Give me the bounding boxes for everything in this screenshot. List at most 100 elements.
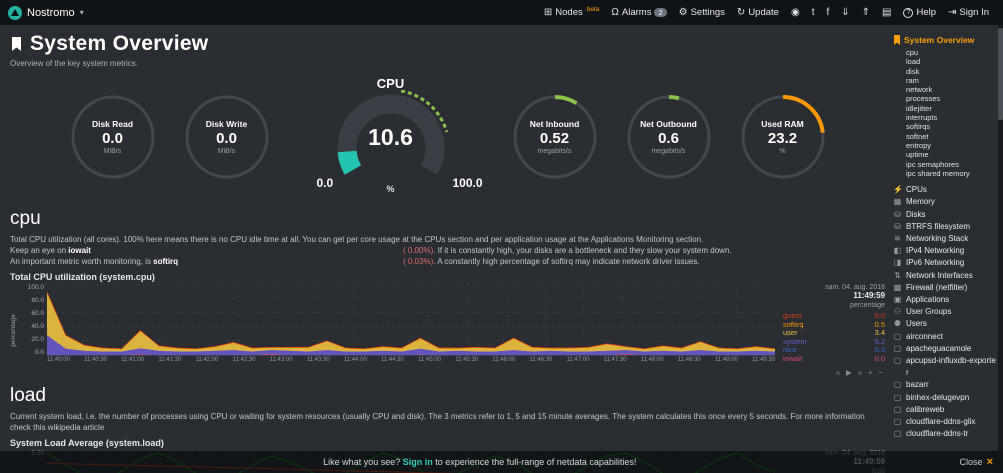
cpu-chart[interactable]: Total CPU utilization (system.cpu) perce… [10, 272, 885, 377]
brand-menu[interactable]: Nostromo ▾ [8, 5, 84, 20]
y-tick: 60.0 [31, 310, 44, 317]
sidebar-item-ipv6-networking[interactable]: ◨ IPv6 Networking [893, 257, 997, 269]
twitter-button[interactable]: t [806, 0, 821, 25]
legend-nice[interactable]: nice 0.3 [783, 345, 885, 355]
facebook-button[interactable]: f [820, 0, 835, 25]
gauge-disk-write[interactable]: Disk Write 0.0 MiB/s [183, 93, 271, 181]
y-tick: 0.0 [34, 349, 44, 356]
sidebar-item-cloudflare-ddns-tr[interactable]: ▢ cloudflare-ddns-tr [893, 428, 997, 440]
import-snapshot-button[interactable]: ⇓ [835, 0, 855, 25]
sidebar-item-users[interactable]: ⚉ Users [893, 318, 997, 330]
sidebar-subitem-uptime[interactable]: uptime [906, 150, 929, 160]
page-title: System Overview [30, 32, 209, 55]
sidebar-item-user-groups[interactable]: ⚇ User Groups [893, 306, 997, 318]
export-snapshot-button[interactable]: ⇑ [856, 0, 876, 25]
x-tick: 11:43:00 [269, 357, 293, 363]
sidebar-item-disks[interactable]: ⛁ Disks [893, 209, 997, 221]
y-axis-label: percentage [10, 314, 17, 347]
chart-legend: sam. 04. aug. 2018 11:49:59 percentage g… [775, 284, 885, 377]
sidebar-item-applications[interactable]: ▣ Applications [893, 294, 997, 306]
signin-button[interactable]: ⇥ Sign In [948, 6, 989, 18]
gauge-label: Net Outbound [640, 119, 697, 129]
sidebar-item-airconnect[interactable]: ▢ airconnect [893, 331, 997, 343]
ipv6-icon: ◨ [893, 258, 902, 268]
pan-left-icon[interactable]: « [835, 367, 842, 377]
sidebar-subitem-load[interactable]: load [906, 57, 921, 67]
sidebar-subitem-idlejitter[interactable]: idlejitter [906, 103, 932, 113]
legend-iowait[interactable]: iowait 0.0 [783, 353, 885, 363]
pan-right-icon[interactable]: » [857, 367, 865, 377]
cpu-plot-svg[interactable] [47, 284, 775, 355]
sidebar-item-calibreweb[interactable]: ▢ calibreweb [893, 404, 997, 416]
legend-rows: guest 0.0 softirq 0.5 user 3.4 system 5.2 nice 0.… [783, 311, 885, 364]
sidebar-subitem-softnet[interactable]: softnet [906, 131, 929, 141]
gauge-value: 23.2 [767, 130, 798, 147]
cube-icon: ▢ [893, 331, 902, 341]
sidebar-subitem-cpu[interactable]: cpu [906, 48, 919, 57]
sidebar-item-apacheguacamole[interactable]: ▢ apacheguacamole [893, 343, 997, 355]
gauge-disk-read[interactable]: Disk Read 0.0 MiB/s [69, 93, 157, 181]
download-icon: ⇓ [841, 6, 850, 18]
gauge-value: 0.0 [216, 130, 237, 147]
gauge-used-ram[interactable]: Used RAM 23.2% [739, 93, 827, 181]
sidebar-subitem-processes[interactable]: processes [906, 94, 941, 104]
sidebar-item-networking-stack[interactable]: ≋ Networking Stack [893, 233, 997, 245]
zoom-out-icon[interactable]: − [878, 367, 885, 377]
gauge-net-outbound[interactable]: Net Outbound 0.6 megabits/s [625, 93, 713, 181]
sidebar-subitem-disk[interactable]: disk [906, 66, 920, 76]
sidebar-submenu: cpu load disk ram network processes idlejitter… [893, 48, 997, 178]
legend-user[interactable]: user 3.4 [783, 328, 885, 338]
sidebar-subitem-interrupts[interactable]: interrupts [906, 113, 938, 123]
zoom-in-icon[interactable]: + [868, 367, 875, 377]
plot-area[interactable] [47, 284, 775, 356]
section-heading-cpu: cpu [10, 208, 41, 229]
sidebar-item-network-interfaces[interactable]: ⇅ Network Interfaces [893, 270, 997, 282]
sidebar-subitem-ram[interactable]: ram [906, 75, 919, 85]
cpu-gauge[interactable]: CPU 10.6 0.0 100.0 % [285, 76, 497, 198]
sidebar-item-firewall-netfilter-[interactable]: ▩ Firewall (netfilter) [893, 282, 997, 294]
gauge-ring [185, 95, 268, 179]
sidebar-item-apcupsd-influxdb-exporter[interactable]: ▢ apcupsd-influxdb-exporter [893, 356, 996, 378]
legend-guest[interactable]: guest 0.0 [783, 311, 885, 320]
settings-button[interactable]: ⚙ Settings [678, 6, 725, 18]
sidebar-item-ipv4-networking[interactable]: ◧ IPv4 Networking [893, 245, 997, 257]
alarms-button[interactable]: Ω Alarms 2 [605, 0, 672, 25]
sidebar-subitem-ipc-shared-memory[interactable]: ipc shared memory [906, 168, 970, 178]
legend-system[interactable]: system 5.2 [783, 336, 885, 346]
sidebar-item-system-overview[interactable]: System Overview [893, 35, 997, 46]
footer-close-button[interactable]: Close × [959, 456, 993, 468]
print-button[interactable]: ▤ [876, 0, 897, 25]
help-button[interactable]: ? Help [897, 0, 942, 25]
sidebar-subitem-ipc-semaphores[interactable]: ipc semaphores [906, 159, 959, 169]
gauge-ring [71, 95, 154, 179]
sidebar-item-bazarr[interactable]: ▢ bazarr [893, 379, 997, 391]
sidebar-subitem-softirqs[interactable]: softirqs [906, 122, 931, 132]
gauge-unit: megabits/s [537, 148, 572, 155]
update-button[interactable]: ↻ Update [736, 6, 779, 18]
github-button[interactable]: ◉ [785, 0, 806, 25]
scrollbar-thumb[interactable] [998, 28, 1003, 120]
sidebar-item-cloudflare-ddns-glix[interactable]: ▢ cloudflare-ddns-glix [893, 416, 997, 428]
gauge-value: 0.0 [102, 130, 123, 147]
cube-icon: ▢ [893, 417, 902, 427]
nodes-button[interactable]: ⊞ Nodes beta [543, 6, 600, 18]
gauge-net-inbound[interactable]: Net Inbound 0.52 megabits/s [511, 93, 599, 181]
firewall-icon: ▩ [893, 282, 902, 292]
chart-title: System Load Average (system.load) [10, 437, 164, 448]
load-description: Current system load, i.e. the number of … [10, 411, 885, 433]
play-icon[interactable]: ▶ [845, 367, 854, 377]
legend-softirq[interactable]: softirq 0.5 [783, 319, 885, 329]
sidebar-subitem-entropy[interactable]: entropy [906, 140, 932, 150]
sidebar-item-memory[interactable]: ▦ Memory [893, 196, 997, 208]
y-tick: 40.0 [31, 323, 44, 330]
sidebar-subitem-network[interactable]: network [906, 85, 933, 95]
x-tick: 11:43:30 [306, 357, 330, 363]
sidebar-item-cpus[interactable]: ⚡ CPUs [893, 184, 997, 196]
users-icon: ⚉ [893, 319, 902, 329]
page-scrollbar[interactable] [998, 25, 1003, 451]
sidebar-item-btrfs-filesystem[interactable]: ⛁ BTRFS filesystem [893, 221, 997, 233]
footer-signin-link[interactable]: Sign in [402, 457, 433, 467]
sidebar-item-binhex-delugevpn[interactable]: ▢ binhex-delugevpn [893, 392, 997, 404]
cube-icon: ▢ [893, 429, 902, 439]
cpu-description: Total CPU utilization (all cores). 100% … [10, 234, 885, 267]
